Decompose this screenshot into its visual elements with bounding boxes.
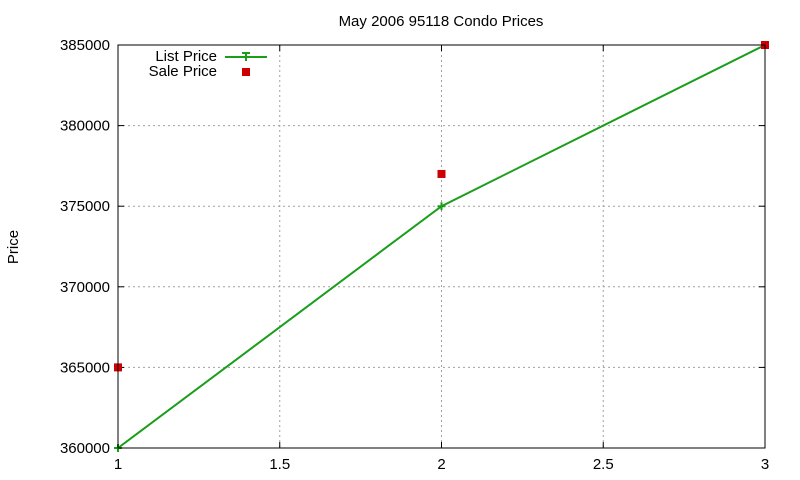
y-tick-label: 365000 (60, 359, 110, 376)
x-tick-label: 2.5 (593, 456, 614, 473)
y-tick-label: 380000 (60, 118, 110, 135)
sale-price-point (437, 169, 446, 178)
y-tick-label: 385000 (60, 37, 110, 54)
y-tick-label: 360000 (60, 440, 110, 457)
x-tick-label: 1 (114, 456, 122, 473)
plot-frame (117, 44, 766, 449)
chart-title: May 2006 95118 Condo Prices (339, 13, 544, 30)
legend-label-list-price: List Price (155, 48, 217, 65)
legend-sale-price-marker (242, 68, 250, 76)
legend: List Price Sale Price (149, 48, 267, 80)
legend-list-price-cross (242, 52, 250, 61)
y-axis-label: Price (5, 230, 22, 264)
grid (118, 45, 765, 448)
x-tick-label: 1.5 (269, 456, 290, 473)
x-tick-label: 3 (761, 456, 769, 473)
x-tick-label: 2 (437, 456, 445, 473)
y-tick-label: 370000 (60, 279, 110, 296)
y-tick-label: 375000 (60, 198, 110, 215)
legend-label-sale-price: Sale Price (149, 63, 217, 80)
list-price-point (437, 202, 446, 211)
axis-ticks: 360000 365000 370000 375000 380000 385000 1 1.5… (60, 37, 769, 473)
